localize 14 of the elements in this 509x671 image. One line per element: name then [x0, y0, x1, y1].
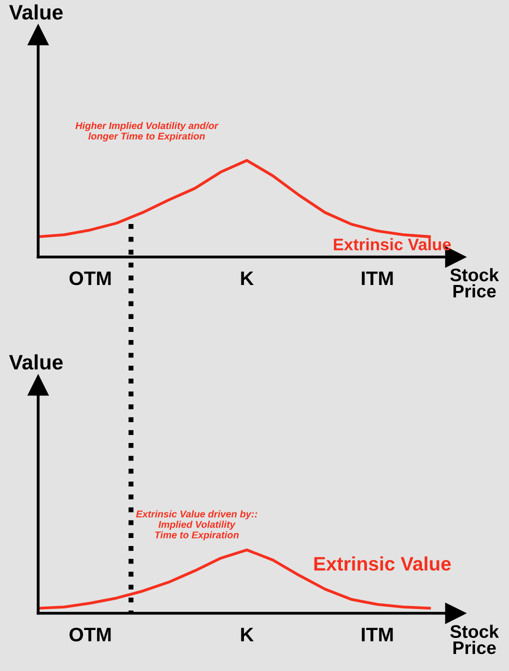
x-tick-label: OTM [70, 271, 111, 286]
x-axis-title: Stock Price [450, 268, 499, 298]
series-label: Extrinsic Value [334, 238, 451, 250]
y-axis-title: Value [9, 4, 63, 20]
x-tick-label: OTM [70, 628, 111, 642]
x-tick-label: K [241, 272, 254, 285]
text: Higher Implied Volatility and/or longer Time to Expiration [75, 122, 219, 142]
x-axis-title: Stock Price [450, 624, 499, 654]
y-axis-title: Value [9, 354, 63, 370]
text: Extrinsic Value driven by:: Implied Volatility Time to Expiration [136, 510, 258, 540]
series-label: Extrinsic Value [314, 556, 451, 571]
x-tick-label: ITM [362, 628, 393, 642]
x-tick-label: ITM [362, 272, 393, 285]
x-tick-label: K [241, 628, 254, 642]
